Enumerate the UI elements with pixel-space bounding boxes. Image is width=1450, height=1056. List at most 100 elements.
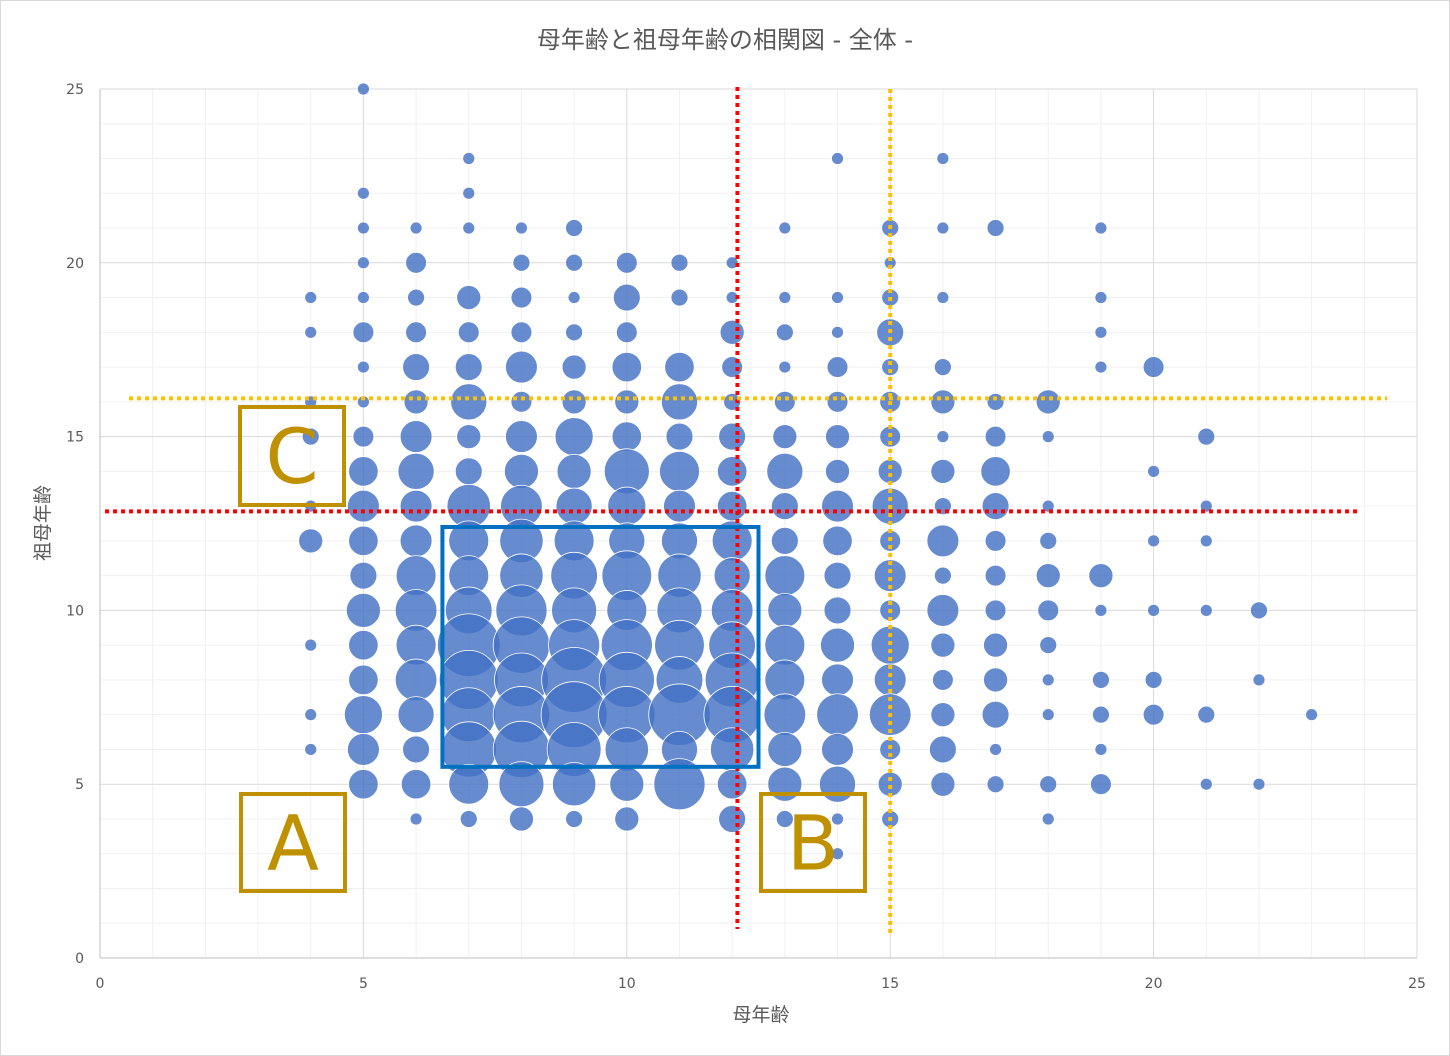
- bubble: [767, 731, 803, 767]
- bubble: [1199, 603, 1213, 617]
- bubble: [1142, 703, 1165, 726]
- bubble: [664, 351, 695, 383]
- bubble: [1041, 499, 1055, 513]
- bubble: [1094, 603, 1108, 617]
- bubble: [1041, 812, 1055, 826]
- bubble: [981, 492, 1010, 520]
- bubble: [1088, 563, 1114, 589]
- bubble: [717, 490, 748, 522]
- bubble: [936, 430, 950, 444]
- bubble: [505, 420, 538, 453]
- bubble: [986, 775, 1005, 794]
- bubble: [767, 766, 803, 802]
- y-tick-label: 15: [66, 430, 84, 446]
- bubble: [831, 812, 844, 826]
- bubble: [1199, 534, 1213, 548]
- bubble: [457, 321, 480, 344]
- bubble: [723, 392, 742, 411]
- bubble: [766, 452, 804, 490]
- annotation-box-b: [759, 792, 867, 893]
- bubble: [778, 291, 792, 304]
- bubble: [1199, 777, 1213, 791]
- bubble: [710, 727, 755, 772]
- bubble: [1147, 603, 1161, 617]
- bubble: [1041, 430, 1055, 444]
- bubble: [403, 389, 429, 415]
- bubble: [1305, 708, 1319, 722]
- bubble: [983, 632, 1009, 658]
- bubble: [881, 358, 900, 377]
- bubble: [767, 592, 803, 628]
- bubble: [409, 221, 423, 235]
- bubble: [1250, 601, 1268, 620]
- x-tick-label: 5: [359, 976, 368, 992]
- bubble: [510, 391, 533, 413]
- bubble: [510, 321, 533, 344]
- bubble: [933, 358, 952, 377]
- x-tick-label: 25: [1408, 976, 1426, 992]
- y-tick-label: 0: [75, 951, 84, 967]
- bubble: [719, 319, 745, 345]
- bubble: [462, 152, 476, 165]
- bubble: [565, 253, 584, 272]
- bubble: [356, 291, 370, 304]
- bubble: [936, 291, 950, 304]
- bubble: [399, 420, 433, 453]
- bubble: [615, 251, 638, 274]
- bubble: [1037, 599, 1060, 622]
- bubble: [448, 763, 490, 805]
- bubble: [611, 421, 642, 452]
- bubble: [1091, 705, 1110, 724]
- bubble: [343, 695, 383, 735]
- bubble: [561, 354, 587, 380]
- bubble: [399, 489, 433, 523]
- bubble: [348, 664, 379, 696]
- bubble: [614, 389, 640, 415]
- bubble: [831, 847, 844, 861]
- bubble: [402, 735, 430, 764]
- bubble: [717, 456, 748, 487]
- bubble: [670, 253, 689, 272]
- bubble: [930, 632, 956, 658]
- bubble: [505, 350, 538, 384]
- bubble: [348, 525, 379, 557]
- highlight-box: [440, 524, 761, 769]
- bubble: [614, 806, 640, 832]
- bubble: [394, 658, 438, 702]
- x-tick-label: 15: [881, 976, 899, 992]
- bubble: [661, 383, 698, 421]
- bubble: [345, 592, 381, 628]
- bubble: [1035, 563, 1061, 589]
- bubble: [454, 353, 483, 381]
- bubble: [713, 557, 751, 595]
- bubble: [1039, 531, 1058, 550]
- bubble: [932, 669, 954, 691]
- bubble: [551, 762, 597, 807]
- bubble: [1147, 464, 1161, 478]
- bubble: [456, 285, 482, 311]
- bubble: [304, 291, 318, 304]
- annotation-label-a: A: [267, 799, 319, 888]
- bubble: [356, 82, 370, 96]
- bubble: [454, 457, 483, 486]
- bubble: [984, 425, 1007, 448]
- y-tick-label: 5: [75, 777, 84, 793]
- bubble: [604, 727, 649, 772]
- axes: 0 5 10 15 20 25 0 5 10 15 20 25: [66, 82, 1426, 992]
- bubble: [775, 810, 794, 828]
- bubble: [1035, 389, 1061, 415]
- chart-title: 母年齢と祖母年齢の相関図 - 全体 -: [537, 26, 913, 54]
- bubble: [508, 806, 534, 832]
- bubble: [510, 286, 533, 309]
- bubble: [567, 291, 581, 304]
- bubble: [831, 291, 844, 304]
- bubble: [984, 564, 1007, 587]
- bubble: [1252, 777, 1266, 791]
- bubble: [926, 524, 960, 558]
- annotation-box-c: [238, 405, 346, 507]
- bubble: [1197, 427, 1216, 446]
- bubble: [348, 630, 379, 661]
- bubble: [986, 219, 1005, 237]
